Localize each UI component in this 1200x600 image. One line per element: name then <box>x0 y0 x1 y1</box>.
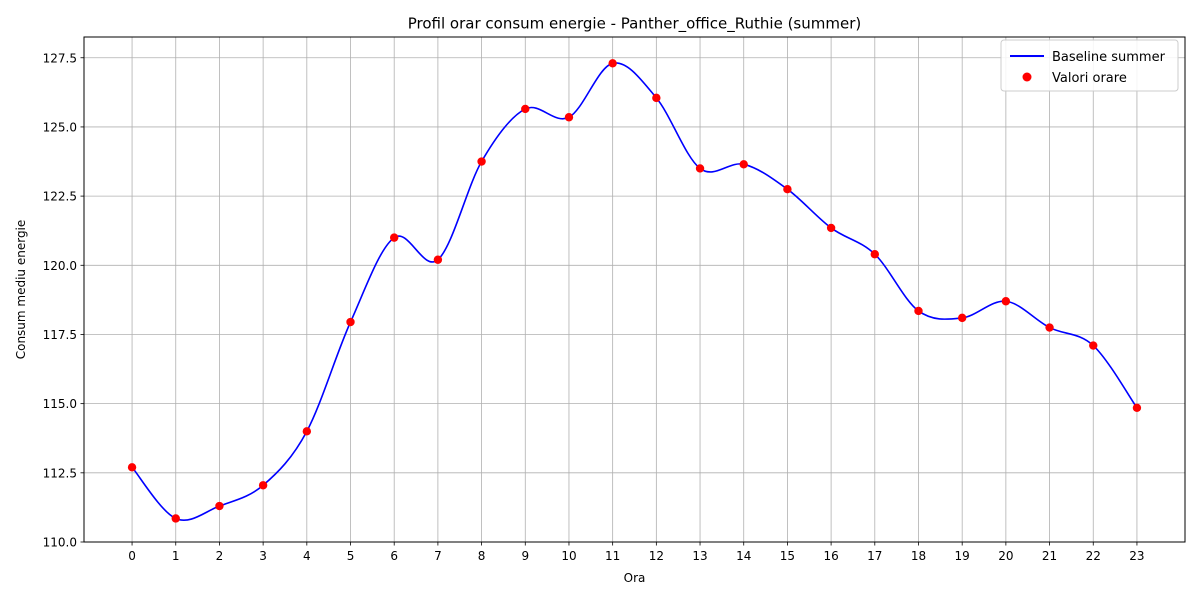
x-tick-label: 0 <box>128 549 136 563</box>
x-tick-label: 14 <box>736 549 751 563</box>
x-tick-label: 9 <box>521 549 529 563</box>
data-point <box>564 113 574 122</box>
chart-title: Profil orar consum energie - Panther_off… <box>408 15 861 34</box>
data-point <box>477 157 486 166</box>
data-point <box>1001 297 1011 306</box>
x-tick-label: 12 <box>649 549 664 563</box>
legend-label-hourly: Valori orare <box>1052 71 1127 86</box>
data-point <box>957 313 967 323</box>
y-axis-label: Consum mediu energie <box>14 220 28 360</box>
legend: Baseline summer Valori orare <box>1000 39 1179 92</box>
y-tick-label: 125.0 <box>43 120 77 134</box>
data-point <box>1132 403 1142 412</box>
data-point <box>783 184 792 194</box>
y-tick-label: 127.5 <box>43 51 77 65</box>
data-point <box>215 501 224 511</box>
legend-label-baseline: Baseline summer <box>1052 50 1166 65</box>
x-tick-label: 3 <box>259 549 267 563</box>
data-point <box>1089 341 1098 350</box>
x-tick-label: 6 <box>390 549 398 563</box>
x-tick-label: 4 <box>303 549 311 563</box>
data-point <box>1045 323 1054 332</box>
data-point <box>739 160 748 169</box>
x-tick-label: 5 <box>347 549 355 563</box>
x-tick-label: 19 <box>955 549 970 563</box>
y-tick-label: 115.0 <box>43 397 77 411</box>
x-tick-label: 20 <box>998 549 1013 563</box>
data-point <box>608 59 617 68</box>
y-tick-label: 120.0 <box>43 259 77 273</box>
x-axis-ticks: 0 1 2 3 4 5 6 7 8 9 10 11 12 13 14 15 16 17 18 19 20 21 22 23 <box>128 542 1145 563</box>
plot-frame <box>83 36 1186 543</box>
x-tick-label: 1 <box>172 549 180 563</box>
y-tick-label: 110.0 <box>43 536 77 550</box>
legend-swatch-hourly <box>1022 72 1032 82</box>
data-point <box>346 317 355 327</box>
data-point <box>870 250 879 259</box>
data-point <box>390 233 399 242</box>
data-point <box>433 255 443 264</box>
data-point <box>521 104 530 114</box>
x-tick-label: 16 <box>823 549 838 563</box>
x-tick-label: 13 <box>692 549 707 563</box>
y-tick-label: 112.5 <box>43 466 77 480</box>
x-tick-label: 17 <box>867 549 882 563</box>
legend-box <box>1000 39 1179 92</box>
x-axis-label: Ora <box>624 571 646 585</box>
y-tick-label: 122.5 <box>43 190 77 204</box>
y-tick-label: 117.5 <box>43 328 77 342</box>
x-tick-label: 23 <box>1129 549 1144 563</box>
data-point <box>826 223 836 233</box>
grid-lines <box>84 37 1185 543</box>
y-axis-ticks: 110.0 112.5 115.0 117.5 120.0 122.5 125.0 127.5 <box>43 51 84 550</box>
data-point <box>914 306 923 316</box>
x-tick-label: 7 <box>434 549 442 563</box>
data-point <box>127 463 137 472</box>
x-tick-label: 15 <box>780 549 795 563</box>
data-point <box>171 514 180 523</box>
x-tick-label: 8 <box>478 549 486 563</box>
data-point <box>652 93 661 103</box>
x-tick-label: 2 <box>216 549 224 563</box>
x-tick-label: 22 <box>1086 549 1101 563</box>
x-tick-label: 21 <box>1042 549 1057 563</box>
x-tick-label: 18 <box>911 549 926 563</box>
data-point <box>302 427 312 436</box>
data-point <box>695 164 705 173</box>
data-point <box>258 481 268 490</box>
series-points-group <box>127 59 1142 523</box>
x-tick-label: 11 <box>605 549 620 563</box>
x-tick-label: 10 <box>561 549 576 563</box>
